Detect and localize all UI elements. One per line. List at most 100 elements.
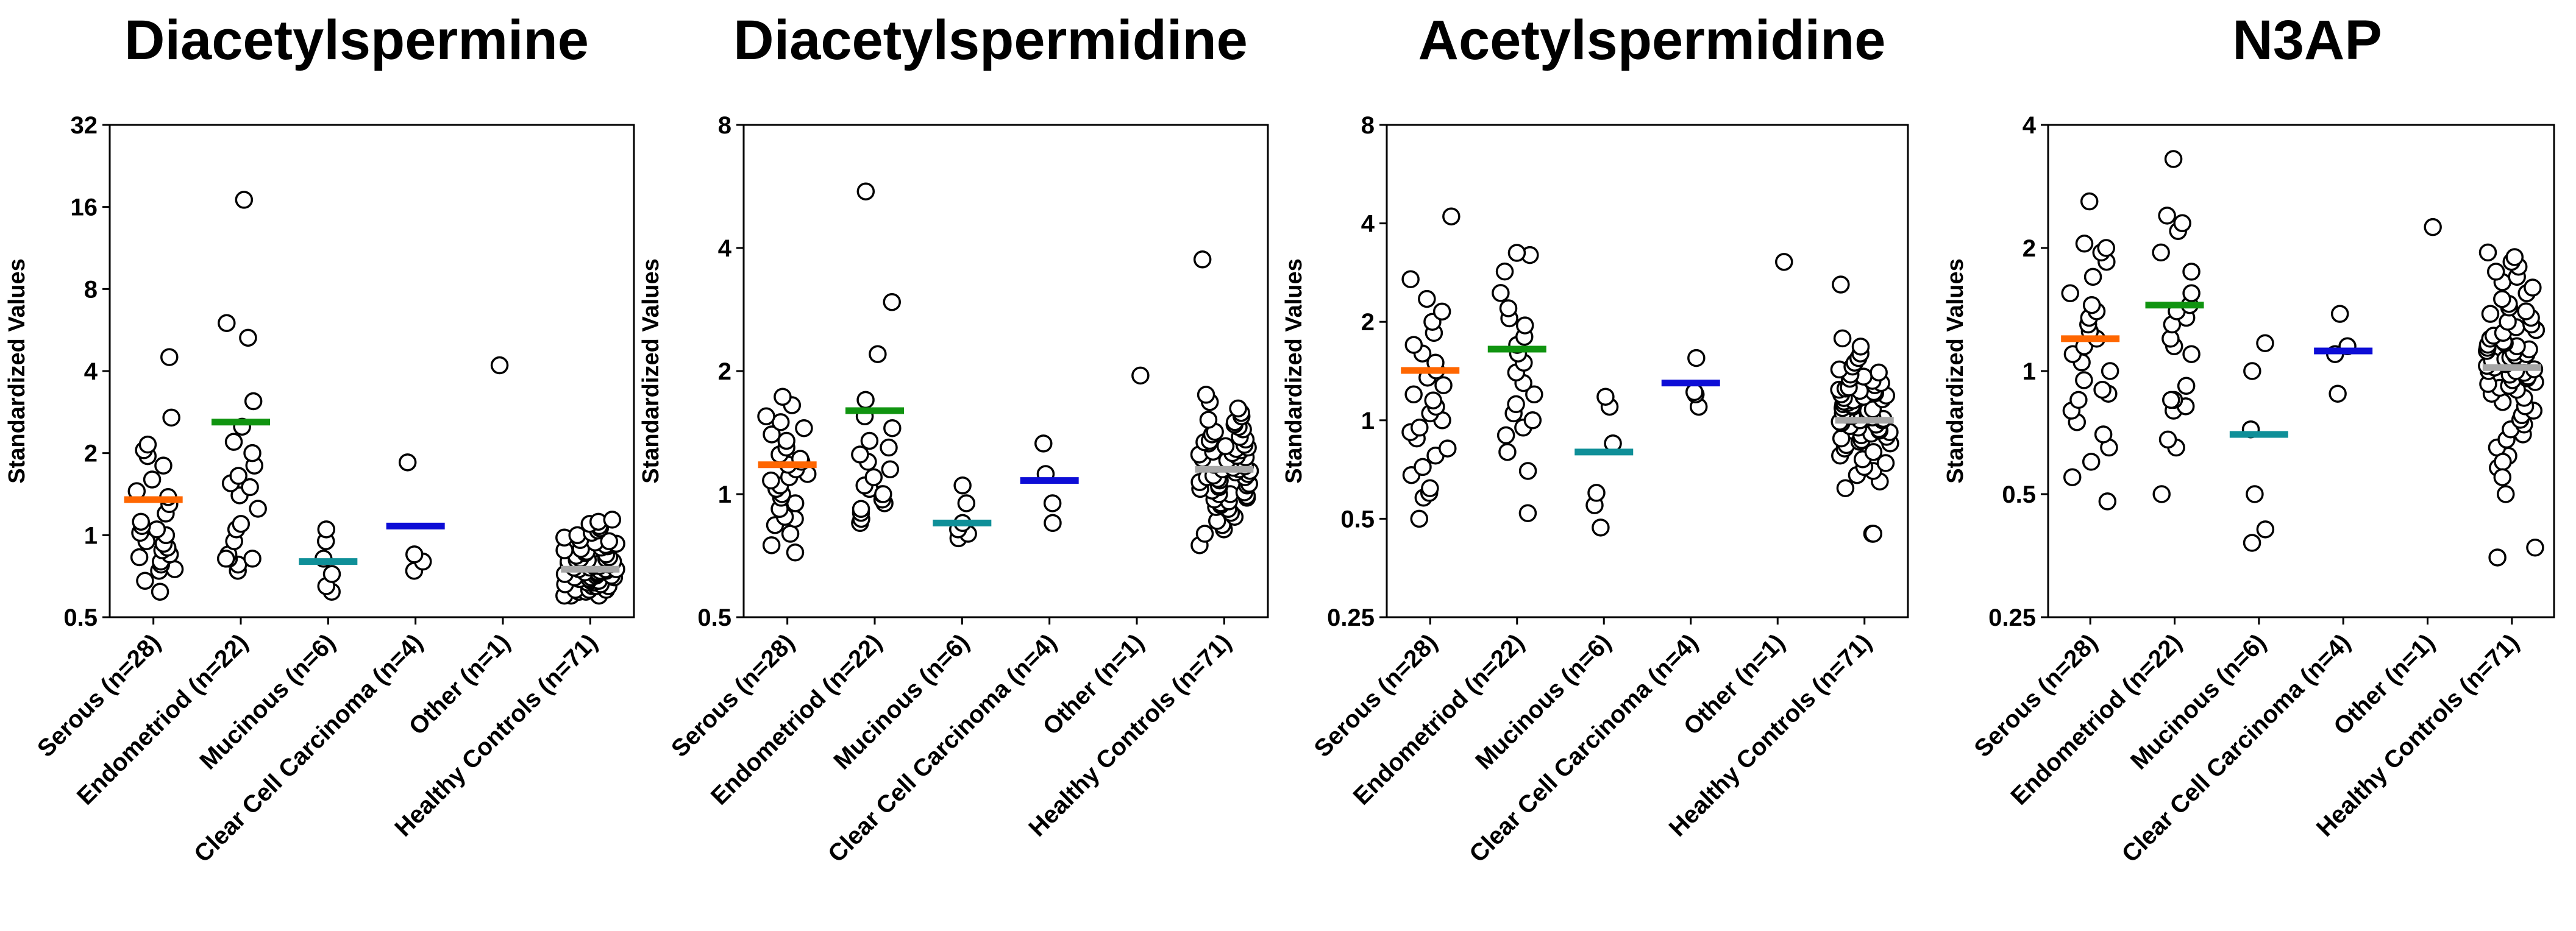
- data-point-clear-cell: [405, 545, 424, 564]
- data-point-endometriod: [1515, 316, 1534, 335]
- data-point-healthy-controls: [2493, 290, 2511, 308]
- data-point-endometriod: [243, 550, 262, 568]
- data-point-endometriod: [2158, 430, 2177, 449]
- data-point-serous: [1434, 376, 1453, 394]
- data-point-serous: [143, 470, 162, 489]
- data-point-serous: [763, 425, 781, 444]
- data-point-endometriod: [852, 500, 870, 519]
- y-tick-label: 8: [1361, 112, 1375, 139]
- data-point-clear-cell: [398, 453, 417, 472]
- data-point-serous: [132, 512, 150, 531]
- data-point-healthy-controls: [2517, 302, 2535, 320]
- data-point-endometriod: [1507, 244, 1526, 262]
- data-point-other: [1131, 366, 1150, 385]
- data-point-serous: [160, 348, 179, 366]
- data-point-endometriod: [249, 500, 267, 518]
- data-point-endometriod: [241, 478, 259, 497]
- category-label: Endometriod (n=22): [706, 629, 887, 810]
- y-tick-label: 2: [1361, 309, 1375, 336]
- data-point-endometriod: [1518, 462, 1537, 480]
- data-point-serous: [151, 582, 169, 601]
- data-point-mucinous: [2256, 520, 2275, 539]
- data-point-mucinous: [317, 520, 336, 539]
- y-tick-label: 2: [2023, 235, 2036, 262]
- data-point-serous: [2075, 371, 2093, 389]
- data-point-endometriod: [883, 419, 902, 437]
- data-point-healthy-controls: [1864, 443, 1883, 461]
- data-point-serous: [154, 456, 173, 475]
- data-point-serous: [2080, 192, 2099, 211]
- data-point-endometriod: [232, 515, 251, 533]
- data-point-endometriod: [1492, 284, 1510, 302]
- data-point-healthy-controls: [2488, 548, 2507, 567]
- chart-panel-1: Diacetylspermine Standardized Values 0.5 1 2…: [4, 9, 635, 868]
- data-point-healthy-controls: [1229, 399, 1247, 418]
- data-point-healthy-controls: [1832, 275, 1850, 294]
- data-point-serous: [2101, 362, 2119, 380]
- data-point-serous: [2063, 468, 2082, 486]
- y-tick-label: 0.5: [1340, 506, 1375, 533]
- y-tick-label: 2: [84, 441, 98, 467]
- data-point-serous: [795, 419, 813, 437]
- category-label: Endometriod (n=22): [2005, 629, 2186, 810]
- y-tick-label: 1: [718, 481, 731, 508]
- data-point-endometriod: [2164, 150, 2183, 168]
- data-point-clear-cell: [1685, 383, 1704, 402]
- data-point-endometriod: [2182, 345, 2201, 363]
- plot-frame: [109, 124, 635, 618]
- data-point-serous: [1439, 439, 1457, 458]
- data-point-clear-cell: [1034, 434, 1053, 453]
- data-point-endometriod: [864, 468, 883, 486]
- data-point-serous: [1414, 458, 1432, 476]
- data-point-serous: [1404, 336, 1423, 354]
- data-point-endometriod: [235, 191, 254, 209]
- data-point-clear-cell: [1044, 514, 1062, 533]
- y-tick-label: 0.5: [697, 604, 731, 631]
- y-tick-label: 4: [1361, 211, 1375, 238]
- data-point-serous: [786, 543, 805, 562]
- data-point-serous: [2075, 235, 2094, 253]
- y-tick-label: 0.5: [63, 604, 98, 631]
- data-point-mucinous: [2243, 362, 2261, 380]
- data-point-healthy-controls: [1833, 329, 1852, 348]
- data-point-serous: [1401, 270, 1420, 288]
- data-point-other: [490, 356, 509, 375]
- data-point-serous: [2097, 239, 2115, 257]
- data-point-other: [2424, 218, 2442, 236]
- y-tick-label: 2: [718, 358, 731, 385]
- data-point-endometriod: [218, 314, 236, 332]
- y-tick-label: 1: [84, 522, 98, 549]
- plot-frame: [742, 124, 1269, 618]
- data-point-endometriod: [1499, 299, 1518, 317]
- data-point-endometriod: [244, 392, 263, 411]
- data-point-healthy-controls: [1216, 437, 1235, 456]
- data-point-healthy-controls: [1199, 411, 1218, 429]
- plot-frame: [2047, 124, 2555, 618]
- data-point-endometriod: [2182, 284, 2201, 303]
- data-point-healthy-controls: [2524, 278, 2542, 297]
- chart-title: Acetylspermidine: [1418, 9, 1886, 71]
- data-point-healthy-controls: [600, 532, 619, 551]
- chart-panel-3: Acetylspermidine Standardized Values 0.25 0…: [1281, 9, 1909, 868]
- data-point-endometriod: [881, 460, 900, 479]
- y-tick-label: 0.5: [2002, 481, 2036, 508]
- data-point-serous: [1410, 509, 1429, 528]
- data-point-healthy-controls: [603, 511, 622, 529]
- y-axis-label: Standardized Values: [1281, 258, 1307, 484]
- data-point-serous: [777, 431, 795, 450]
- data-point-endometriod: [860, 431, 879, 450]
- chart-title: N3AP: [2232, 9, 2382, 71]
- y-tick-label: 16: [71, 194, 98, 221]
- data-point-serous: [2093, 380, 2112, 399]
- data-point-serous: [757, 407, 775, 426]
- data-point-endometriod: [1498, 443, 1517, 461]
- data-point-healthy-controls: [2486, 263, 2505, 281]
- data-point-healthy-controls: [2505, 248, 2524, 266]
- data-point-healthy-controls: [2494, 453, 2512, 471]
- data-point-serous: [148, 520, 166, 539]
- data-point-serous: [1404, 385, 1423, 404]
- y-tick-label: 8: [718, 112, 731, 139]
- data-point-endometriod: [851, 445, 869, 464]
- data-point-mucinous: [322, 565, 341, 583]
- data-point-clear-cell: [1043, 494, 1062, 512]
